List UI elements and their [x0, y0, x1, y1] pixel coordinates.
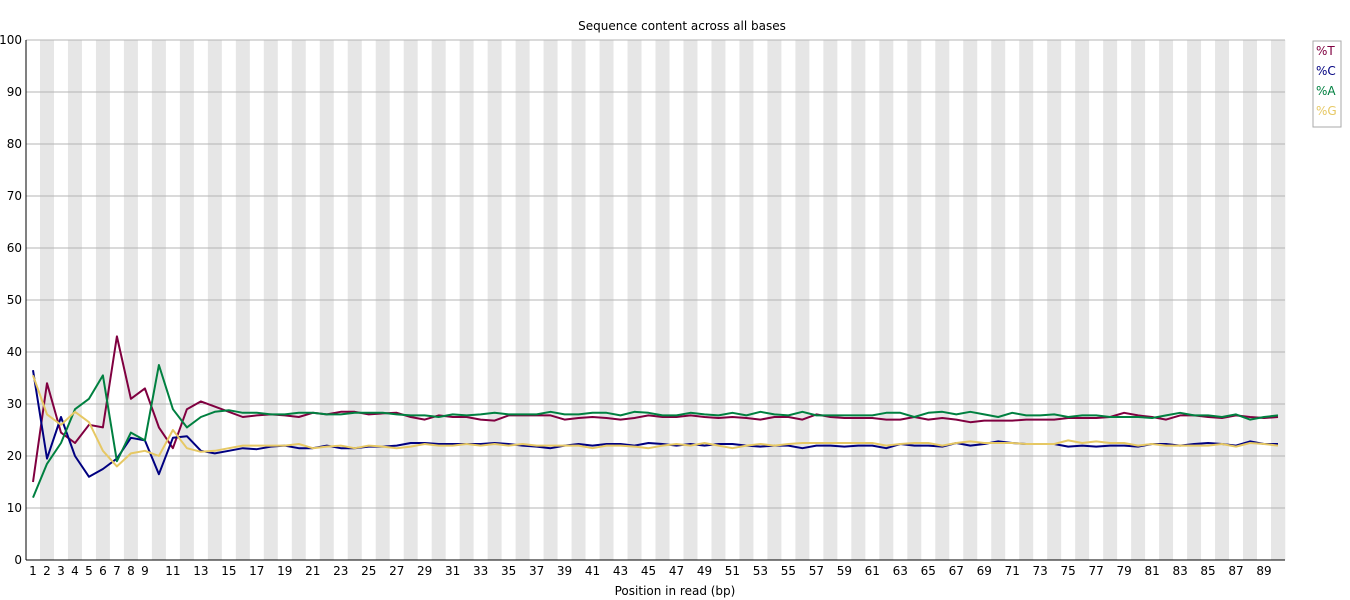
y-tick-label: 50 [7, 293, 22, 307]
x-tick-label: 13 [193, 564, 208, 578]
x-tick-label: 19 [277, 564, 292, 578]
x-tick-label: 39 [557, 564, 572, 578]
x-tick-label: 73 [1033, 564, 1048, 578]
x-tick-label: 33 [473, 564, 488, 578]
series-lines [32, 335, 1279, 498]
x-tick-label: 79 [1116, 564, 1131, 578]
x-tick-label: 57 [809, 564, 824, 578]
series-line-pct-t [32, 335, 1279, 483]
x-tick-label: 4 [71, 564, 79, 578]
y-tick-label: 80 [7, 137, 22, 151]
series-line-pct-g [32, 375, 1279, 468]
x-tick-label: 69 [977, 564, 992, 578]
legend-box [1312, 40, 1342, 128]
x-tick-label: 53 [753, 564, 768, 578]
y-tick-label: 40 [7, 345, 22, 359]
x-tick-label: 6 [99, 564, 107, 578]
x-tick-label: 21 [305, 564, 320, 578]
x-tick-label: 75 [1061, 564, 1076, 578]
series-line-pct-a [32, 364, 1279, 498]
y-tick-label: 0 [14, 553, 22, 567]
x-tick-label: 7 [113, 564, 121, 578]
x-tick-label: 89 [1256, 564, 1271, 578]
y-tick-labels: 0 10 20 30 40 50 60 70 80 90 100 [0, 33, 22, 567]
x-tick-label: 9 [141, 564, 149, 578]
legend-entry: %G [1316, 104, 1337, 118]
y-tick-label: 30 [7, 397, 22, 411]
y-tick-label: 60 [7, 241, 22, 255]
x-tick-label: 37 [529, 564, 544, 578]
x-tick-label: 51 [725, 564, 740, 578]
x-tick-label: 61 [865, 564, 880, 578]
y-tick-label: 100 [0, 33, 22, 47]
x-axis-label: Position in read (bp) [615, 584, 736, 598]
x-tick-label: 43 [613, 564, 628, 578]
x-tick-label: 67 [949, 564, 964, 578]
x-tick-label: 3 [57, 564, 65, 578]
legend: %T %C %A %G [1312, 40, 1342, 128]
x-tick-label: 23 [333, 564, 348, 578]
legend-entry: %C [1316, 64, 1336, 78]
x-tick-label: 25 [361, 564, 376, 578]
x-tick-label: 83 [1172, 564, 1187, 578]
x-tick-label: 45 [641, 564, 656, 578]
x-tick-label: 2 [43, 564, 51, 578]
x-tick-label: 11 [165, 564, 180, 578]
x-tick-label: 47 [669, 564, 684, 578]
y-tick-label: 70 [7, 189, 22, 203]
x-tick-label: 81 [1144, 564, 1159, 578]
x-tick-label: 71 [1005, 564, 1020, 578]
x-tick-label: 59 [837, 564, 852, 578]
legend-entry: %T [1316, 44, 1335, 58]
x-tick-label: 1 [29, 564, 37, 578]
x-tick-label: 29 [417, 564, 432, 578]
x-tick-labels: 1 2 3 4 5 6 7 8 9 11 13 15 17 19 21 23 25 27 29 31 33 35 37 39 4… [29, 564, 1271, 578]
x-tick-label: 27 [389, 564, 404, 578]
legend-entry: %A [1316, 84, 1336, 98]
x-tick-label: 55 [781, 564, 796, 578]
x-tick-label: 31 [445, 564, 460, 578]
x-tick-label: 5 [85, 564, 93, 578]
x-tick-label: 41 [585, 564, 600, 578]
x-tick-label: 77 [1089, 564, 1104, 578]
x-tick-label: 85 [1200, 564, 1215, 578]
series-line-pct-c [32, 370, 1278, 478]
chart-title: Sequence content across all bases [578, 19, 786, 33]
x-tick-label: 49 [697, 564, 712, 578]
y-tick-label: 90 [7, 85, 22, 99]
horizontal-gridlines [26, 39, 1285, 561]
x-tick-label: 8 [127, 564, 135, 578]
y-tick-label: 10 [7, 501, 22, 515]
x-tick-label: 17 [249, 564, 264, 578]
x-tick-label: 35 [501, 564, 516, 578]
x-tick-label: 65 [921, 564, 936, 578]
x-tick-label: 87 [1228, 564, 1243, 578]
x-tick-label: 63 [893, 564, 908, 578]
x-tick-label: 15 [221, 564, 236, 578]
y-tick-label: 20 [7, 449, 22, 463]
